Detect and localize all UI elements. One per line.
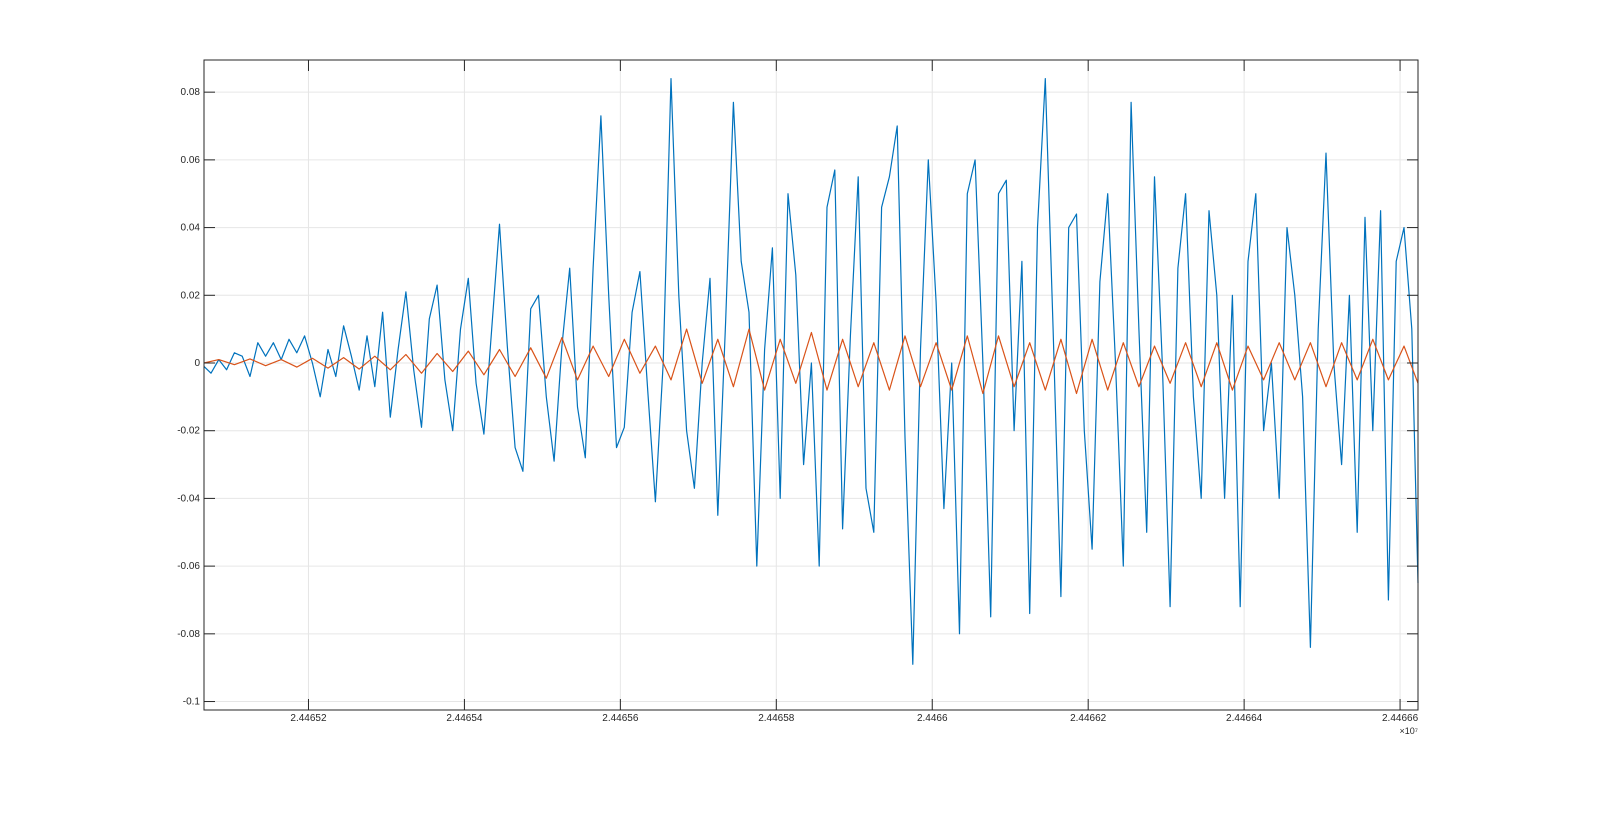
x-tick-label: 2.44662 [1070, 713, 1107, 724]
x-tick-label: 2.44654 [446, 713, 483, 724]
x-axis-exponent: ×10⁷ [1399, 726, 1418, 736]
series-line-1 [203, 78, 1419, 665]
y-tick-label: 0.04 [181, 223, 201, 234]
x-tick-label: 2.44652 [290, 713, 327, 724]
y-tick-label: 0.08 [181, 87, 201, 98]
y-tick-label: -0.04 [177, 493, 200, 504]
plot-frame [203, 59, 1419, 711]
x-tick-label: 2.44658 [758, 713, 795, 724]
y-tick-label: 0.06 [181, 155, 201, 166]
y-tick-label: -0.1 [183, 697, 201, 708]
y-tick-label: 0.02 [181, 290, 201, 301]
y-tick-label: -0.08 [177, 629, 200, 640]
plot-background [204, 60, 1418, 710]
y-tick-label: -0.02 [177, 426, 200, 437]
y-tick-label: -0.06 [177, 561, 200, 572]
y-tick-labels: 0.08 0.06 0.04 0.02 0 -0.02 -0.04 -0.06 -0.08 -0.… [177, 87, 200, 707]
x-tick-label: 2.44664 [1226, 713, 1263, 724]
axis-ticks [204, 60, 1418, 710]
x-tick-label: 2.4466 [917, 713, 948, 724]
series-line-2 [203, 328, 1419, 395]
x-tick-labels: 2.44652 2.44654 2.44656 2.44658 2.4466 2.4466… [290, 713, 1418, 724]
series-lines [203, 78, 1419, 665]
x-tick-label: 2.44666 [1382, 713, 1419, 724]
x-tick-label: 2.44656 [602, 713, 639, 724]
y-tick-label: 0 [194, 358, 200, 369]
